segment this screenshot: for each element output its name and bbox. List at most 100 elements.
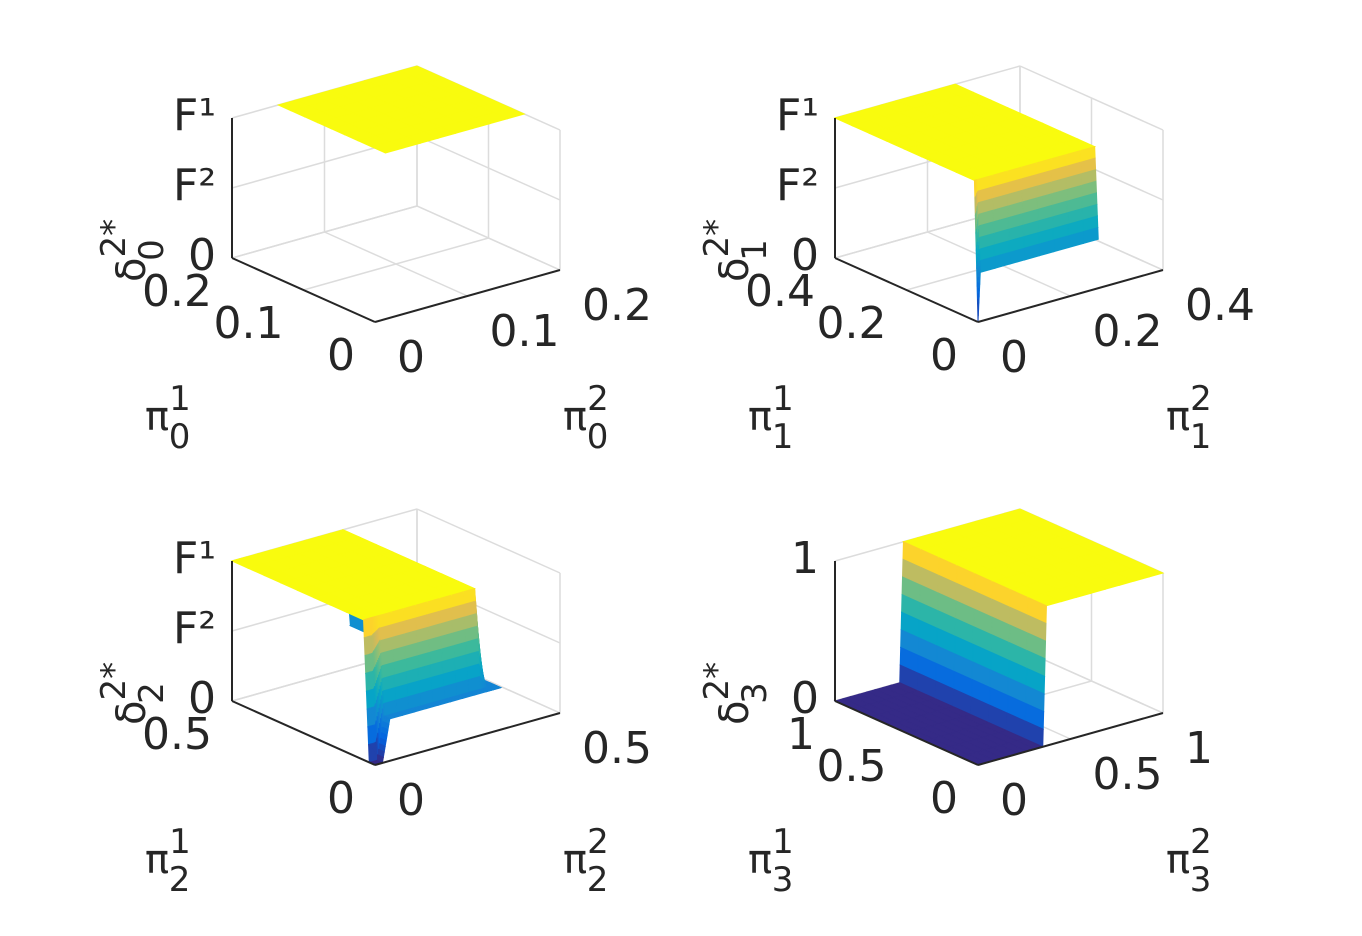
z-axis-label-sub: 1 bbox=[735, 239, 775, 261]
z-tick-label: F² bbox=[173, 603, 216, 654]
surface-patch bbox=[973, 179, 976, 199]
x-axis-label-sup: 1 bbox=[169, 379, 191, 419]
x-axis-label: π1 3 bbox=[748, 822, 794, 900]
surface-patch bbox=[363, 636, 367, 657]
surface-patch bbox=[365, 672, 368, 692]
grid-line bbox=[324, 231, 468, 297]
grid-line bbox=[416, 508, 561, 574]
y-axis bbox=[977, 712, 1164, 766]
x-axis-label-base: π bbox=[748, 837, 772, 883]
y-axis bbox=[977, 269, 1164, 323]
x-axis bbox=[231, 700, 376, 766]
y-axis-label-sub: 1 bbox=[1190, 417, 1212, 457]
y-tick-label: 0.5 bbox=[582, 723, 652, 774]
y-axis-label-sub: 0 bbox=[587, 417, 609, 457]
x-axis-label-sub: 0 bbox=[169, 417, 191, 457]
surface-patch bbox=[364, 654, 368, 674]
z-axis-label-sub: 2 bbox=[132, 682, 172, 704]
z-axis-label-base: δ bbox=[712, 701, 758, 725]
y-axis-label: π2 2 bbox=[563, 822, 609, 900]
x-tick-label: 0.2 bbox=[817, 298, 887, 349]
x-axis-label-base: π bbox=[145, 837, 169, 883]
x-axis-label-sup: 1 bbox=[772, 822, 794, 862]
x-axis-label-sub: 3 bbox=[772, 860, 794, 900]
y-tick-label: 0.4 bbox=[1185, 280, 1255, 331]
y-axis-label: π2 0 bbox=[563, 379, 609, 457]
x-axis-label-sup: 1 bbox=[772, 379, 794, 419]
x-tick-label: 0 bbox=[930, 330, 958, 381]
x-axis bbox=[834, 700, 979, 766]
z-axis-label-base: δ bbox=[109, 701, 155, 725]
z-tick-label: F¹ bbox=[776, 90, 819, 141]
y-tick-label: 0 bbox=[397, 775, 425, 826]
y-axis-label-base: π bbox=[1166, 837, 1190, 883]
z-axis-label-sup: 2* bbox=[94, 662, 134, 701]
x-axis-label-sub: 2 bbox=[169, 860, 191, 900]
surface-patch bbox=[363, 618, 366, 639]
z-tick-label: 0 bbox=[188, 230, 216, 281]
y-tick-label: 0 bbox=[397, 332, 425, 383]
x-tick-label: 0.5 bbox=[817, 741, 887, 792]
y-axis-label-base: π bbox=[563, 837, 587, 883]
y-axis-label-base: π bbox=[1166, 394, 1190, 440]
x-axis-label-sub: 1 bbox=[772, 417, 794, 457]
x-tick-label: 1 bbox=[787, 709, 815, 760]
x-axis-label: π1 0 bbox=[145, 379, 191, 457]
z-tick-label: F² bbox=[776, 160, 819, 211]
z-tick-label: F¹ bbox=[173, 90, 216, 141]
x-tick-label: 0 bbox=[930, 773, 958, 824]
surface-patch bbox=[365, 690, 369, 710]
surface-patch bbox=[366, 708, 370, 728]
x-tick-label: 0.2 bbox=[142, 266, 212, 317]
z-tick-label: 0 bbox=[791, 673, 819, 724]
y-axis-label-sub: 3 bbox=[1190, 860, 1212, 900]
x-tick-label: 0.4 bbox=[745, 266, 815, 317]
y-tick-label: 0 bbox=[1000, 775, 1028, 826]
y-tick-label: 0.2 bbox=[582, 280, 652, 331]
y-axis-label-sup: 2 bbox=[587, 379, 609, 419]
x-axis bbox=[231, 257, 376, 323]
surface-patch bbox=[977, 298, 979, 323]
y-axis-label: π2 3 bbox=[1166, 822, 1212, 900]
surface-patch bbox=[370, 141, 405, 154]
z-tick-label: F² bbox=[173, 160, 216, 211]
z-axis-label-sub: 0 bbox=[132, 239, 172, 261]
z-tick-label: 0 bbox=[791, 230, 819, 281]
y-tick-label: 1 bbox=[1185, 723, 1213, 774]
y-tick-label: 0.2 bbox=[1093, 306, 1163, 357]
z-axis-label-sup: 2* bbox=[94, 219, 134, 258]
x-tick-label: 0.5 bbox=[142, 709, 212, 760]
y-axis-label-base: π bbox=[563, 394, 587, 440]
z-axis-label-base: δ bbox=[109, 258, 155, 282]
z-tick-label: 0 bbox=[188, 673, 216, 724]
z-axis-label-sup: 2* bbox=[697, 219, 737, 258]
y-axis-label-sup: 2 bbox=[1190, 822, 1212, 862]
grid-line bbox=[416, 205, 561, 271]
z-axis-label: δ2*3 bbox=[697, 662, 775, 725]
z-tick-label: 1 bbox=[791, 533, 819, 584]
surface-patch bbox=[368, 743, 371, 764]
z-axis-label: δ2*2 bbox=[94, 662, 172, 725]
z-tick-label: F¹ bbox=[173, 533, 216, 584]
x-axis-label: π1 1 bbox=[748, 379, 794, 457]
x-tick-label: 0.1 bbox=[214, 298, 284, 349]
z-axis-label: δ2*1 bbox=[697, 219, 775, 282]
x-axis-label: π1 2 bbox=[145, 822, 191, 900]
y-axis-label-sup: 2 bbox=[587, 822, 609, 862]
x-axis-label-base: π bbox=[145, 394, 169, 440]
surface-patch bbox=[367, 725, 371, 746]
z-axis-label-sub: 3 bbox=[735, 682, 775, 704]
grid-line bbox=[231, 205, 418, 259]
grid-line bbox=[1019, 65, 1164, 131]
z-axis-label: δ2*0 bbox=[94, 219, 172, 282]
x-tick-label: 0 bbox=[327, 773, 355, 824]
grid-line bbox=[416, 135, 561, 201]
x-tick-label: 0 bbox=[327, 330, 355, 381]
y-tick-label: 0.5 bbox=[1093, 749, 1163, 800]
x-axis-label-base: π bbox=[748, 394, 772, 440]
y-axis-label: π2 1 bbox=[1166, 379, 1212, 457]
y-tick-label: 0 bbox=[1000, 332, 1028, 383]
